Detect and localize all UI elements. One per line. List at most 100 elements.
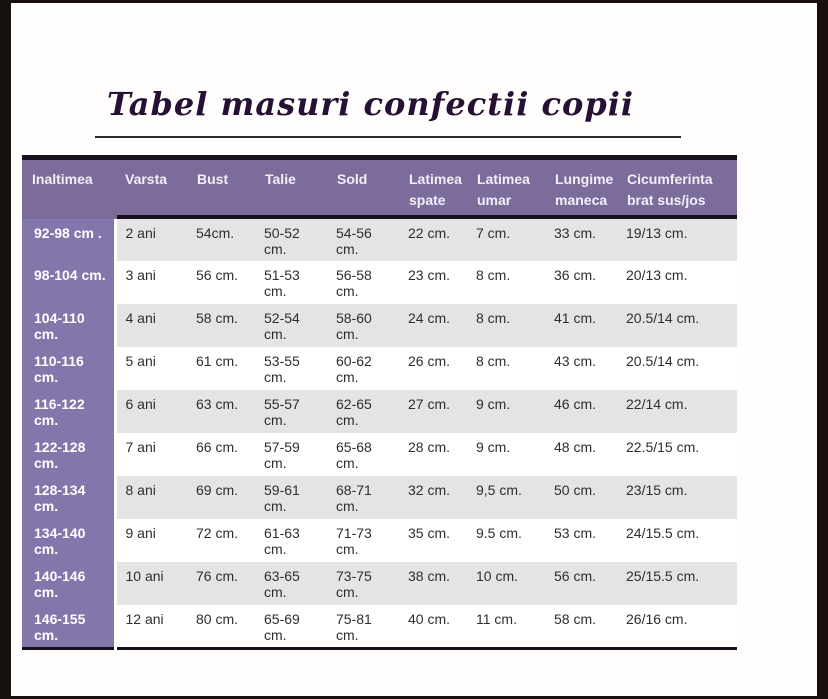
table-cell: 20/13 cm. (617, 261, 737, 304)
column-header-latimea-spate: Latimea spate (399, 157, 467, 219)
column-header-line1: Inaltimea (32, 171, 93, 187)
table-cell: 58 cm. (545, 605, 617, 649)
table-cell: 22/14 cm. (617, 390, 737, 433)
photo-frame-left (0, 0, 11, 699)
table-cell: 9.5 cm. (467, 519, 545, 562)
table-cell: 73-75 cm. (327, 562, 399, 605)
table-cell: 54-56 cm. (327, 217, 399, 261)
column-header-line1: Cicumferinta (627, 171, 713, 187)
column-header-inaltimea: Inaltimea (22, 157, 115, 219)
column-header-line1: Bust (197, 171, 229, 187)
row-header-cell: 140-146 cm. (22, 562, 117, 605)
table-row: 92-98 cm .2 ani 54cm. 50-52 cm. 54-56 cm. 22… (22, 217, 737, 261)
row-header-cell: 128-134 cm. (22, 476, 117, 519)
table-cell: 46 cm. (545, 390, 617, 433)
table-cell: 8 cm. (467, 261, 545, 304)
table-body: 92-98 cm .2 ani 54cm. 50-52 cm. 54-56 cm. 22… (22, 217, 737, 649)
column-header-lungime-maneca: Lungime maneca (545, 157, 617, 219)
table-cell: 66 cm. (187, 433, 255, 476)
column-header-sold: Sold (327, 157, 399, 219)
table-cell: 11 cm. (467, 605, 545, 649)
table-cell: 12 ani (115, 605, 187, 649)
table-cell: 23 cm. (399, 261, 467, 304)
table-cell: 61-63 cm. (255, 519, 327, 562)
row-header-cell: 110-116 cm. (22, 347, 117, 390)
table-cell: 9 cm. (467, 390, 545, 433)
table-cell: 53-55 cm. (255, 347, 327, 390)
table-cell: 50 cm. (545, 476, 617, 519)
table-cell: 10 ani (115, 562, 187, 605)
table-cell: 71-73 cm. (327, 519, 399, 562)
table-cell: 53 cm. (545, 519, 617, 562)
table-cell: 28 cm. (399, 433, 467, 476)
document-page: Tabel masuri confectii copii Inaltimea Va… (11, 3, 817, 696)
table-cell: 9 cm. (467, 433, 545, 476)
table-cell: 50-52 cm. (255, 217, 327, 261)
column-header-latimea-umar: Latimea umar (467, 157, 545, 219)
row-header-cell: 92-98 cm . (22, 217, 117, 261)
title-underline (95, 136, 681, 138)
table-cell: 48 cm. (545, 433, 617, 476)
table-cell: 56 cm. (187, 261, 255, 304)
column-header-line1: Latimea (409, 171, 462, 187)
table-cell: 8 ani (115, 476, 187, 519)
row-header-cell: 122-128 cm. (22, 433, 117, 476)
column-header-varsta: Varsta (115, 157, 187, 219)
table-header: Inaltimea Varsta Bust Talie Sold Latimea spate… (22, 157, 737, 219)
column-header-line2: umar (477, 192, 512, 208)
row-header-cell: 134-140 cm. (22, 519, 117, 562)
column-header-line2: brat sus/jos (627, 192, 706, 208)
table-row: 140-146 cm. 10 ani 76 cm. 63-65 cm. 73-75 cm… (22, 562, 737, 605)
row-header-cell: 146-155 cm. (22, 605, 117, 649)
table-cell: 69 cm. (187, 476, 255, 519)
table-cell: 4 ani (115, 304, 187, 347)
table-row: 134-140 cm. 9 ani 72 cm. 61-63 cm. 71-73 cm.… (22, 519, 737, 562)
table-cell: 25/15.5 cm. (617, 562, 737, 605)
table-cell: 38 cm. (399, 562, 467, 605)
table-cell: 36 cm. (545, 261, 617, 304)
table-cell: 80 cm. (187, 605, 255, 649)
column-header-line1: Latimea (477, 171, 530, 187)
table-cell: 65-68 cm. (327, 433, 399, 476)
photo-frame-bottom (0, 696, 828, 699)
column-header-line2: maneca (555, 192, 608, 208)
table-cell: 55-57 cm. (255, 390, 327, 433)
table-cell: 8 cm. (467, 304, 545, 347)
table-cell: 26/16 cm. (617, 605, 737, 649)
table-cell: 51-53 cm. (255, 261, 327, 304)
table-cell: 24/15.5 cm. (617, 519, 737, 562)
table-cell: 22 cm. (399, 217, 467, 261)
table-cell: 75-81 cm. (327, 605, 399, 649)
table-cell: 7 ani (115, 433, 187, 476)
table-row: 128-134 cm. 8 ani 69 cm. 59-61 cm. 68-71 cm.… (22, 476, 737, 519)
photo-frame-top (0, 0, 828, 3)
table-cell: 20.5/14 cm. (617, 304, 737, 347)
table-cell: 40 cm. (399, 605, 467, 649)
table-cell: 41 cm. (545, 304, 617, 347)
table-cell: 35 cm. (399, 519, 467, 562)
table-cell: 2 ani (115, 217, 187, 261)
page-title: Tabel masuri confectii copii (107, 85, 634, 123)
table-header-row: Inaltimea Varsta Bust Talie Sold Latimea spate… (22, 157, 737, 219)
table-row: 104-110 cm. 4 ani 58 cm. 52-54 cm. 58-60 cm.… (22, 304, 737, 347)
table-cell: 76 cm. (187, 562, 255, 605)
table-row: 146-155 cm. 12 ani 80 cm. 65-69 cm. 75-81 cm… (22, 605, 737, 649)
table-cell: 62-65 cm. (327, 390, 399, 433)
table-cell: 54cm. (187, 217, 255, 261)
measurements-table: Inaltimea Varsta Bust Talie Sold Latimea spate… (22, 155, 737, 650)
table-cell: 56 cm. (545, 562, 617, 605)
table-cell: 43 cm. (545, 347, 617, 390)
table-cell: 8 cm. (467, 347, 545, 390)
table-cell: 32 cm. (399, 476, 467, 519)
column-header-line1: Sold (337, 171, 368, 187)
column-header-line1: Talie (265, 171, 296, 187)
table-row: 116-122 cm. 6 ani 63 cm. 55-57 cm. 62-65 cm.… (22, 390, 737, 433)
table-cell: 56-58 cm. (327, 261, 399, 304)
table-cell: 6 ani (115, 390, 187, 433)
table-cell: 7 cm. (467, 217, 545, 261)
column-header-circumferinta-brat: Cicumferinta brat sus/jos (617, 157, 737, 219)
photo-frame-right (817, 0, 828, 699)
row-header-cell: 116-122 cm. (22, 390, 117, 433)
column-header-line1: Varsta (125, 171, 168, 187)
table-cell: 33 cm. (545, 217, 617, 261)
